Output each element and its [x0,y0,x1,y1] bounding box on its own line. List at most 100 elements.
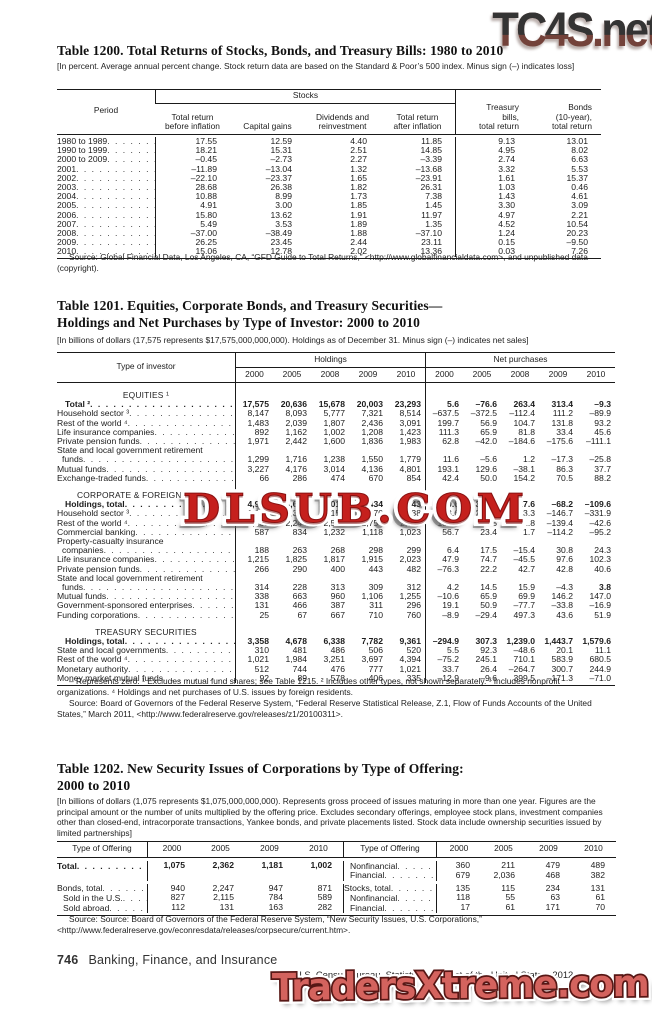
table-row: Money market mutual funds 92 89 578 406 335 –1… [57,673,615,684]
row-label: Nonfinancial [343,861,436,871]
table-row: Bonds, total 940 2,247 947 871 Stocks, total 1… [57,883,616,894]
row-label-text: Life insurance companies [57,427,155,437]
value-cell: –22.10 [155,173,230,184]
holdings-value-cell: 5,777 [323,409,345,419]
holdings-value-cell [235,573,273,584]
holdings-value-cell: 310 [235,646,273,656]
net-purchases-value-cell: –29.4 [475,610,497,620]
table-row: Rest of the world ⁴ 1,162 2,244 2,581 2,754 2… [57,518,615,528]
holdings-value-cell: 1,423 [399,427,421,437]
net-purchases-value-cell: 50.9 [480,601,497,611]
value-cell: 4.61 [571,192,588,202]
net-purchases-value-cell [425,483,463,501]
value-cell: 15.80 [155,210,230,220]
holdings-value-cell: 587 [235,527,273,538]
value-cell: 15.06 [155,247,230,257]
value-cell: –37.10 [415,229,442,239]
row-label: Sold in the U.S. [57,893,147,903]
net-purchases-value-cell: 583.9 [551,655,573,665]
column-header: Dividends and reinvestment [315,111,370,132]
holdings-value-cell: 3,697 [361,655,383,665]
column-header-year: 2010 [584,842,603,853]
holdings-value-cell: 20,003 [356,400,383,410]
value-cell: 1,075 [147,861,196,871]
row-label: Financial [343,870,436,881]
holdings-value-cell: 1,021 [235,655,273,665]
row-label-text: Financial [350,903,385,913]
dot-leader [397,862,436,871]
holdings-value-cell: 2,436 [361,418,383,428]
net-purchases-value-cell: –8.9 [425,610,463,620]
holdings-value-cell: 17,575 [235,400,273,410]
row-label-text: 2008 [57,229,77,239]
net-purchases-value-cell: 74.7 [480,555,497,565]
holdings-value-cell: 960 [330,592,345,602]
row-label: 2003 [57,183,155,192]
value-cell: 8.02 [571,146,588,156]
net-purchases-value-cell: 6.4 [425,546,463,556]
net-purchases-value-cell: –77.7 [513,601,535,611]
holdings-value-cell [387,574,425,583]
row-label: Life insurance companies [57,428,235,437]
holdings-value-cell [235,483,273,501]
row-label-text: Sold in the U.S. [63,893,123,903]
row-label-text: Government-sponsored enterprises [57,601,193,611]
column-header-year: 2009 [260,842,279,853]
holdings-value-cell [273,446,311,455]
value-cell: 17 [436,903,481,913]
net-purchases-value-cell: 5.5 [425,646,463,656]
value-cell: 827 [147,893,196,904]
row-label: 2008 [57,229,155,238]
row-label: Household sector ³ [57,509,235,518]
holdings-value-cell: 268 [330,546,345,556]
table-row: 2007 5.49 3.53 1.89 1.35 4.52 10.54 [57,219,601,230]
dot-leader [107,137,155,146]
value-cell: 5.49 [155,219,230,230]
net-purchases-value-cell: 4.2 [425,583,463,593]
table-row: Monetary authority 512 744 476 777 1,021 33.7 2… [57,664,615,674]
value-cell: 234 [545,883,560,893]
value-cell: 1.45 [425,201,442,211]
table-row: 2008 –37.00 –38.49 1.88 –37.10 1.24 20.23 [57,229,601,239]
row-label: State and local governments [57,646,235,655]
holdings-value-cell [387,620,425,637]
holdings-value-cell: 66 [235,473,273,484]
column-header-year: 2009 [539,842,558,853]
table-row: Property-casualty insurance [57,537,615,547]
value-cell: 1.24 [455,229,528,239]
net-purchases-value-cell: 3.8 [599,583,611,593]
holdings-value-cell: 4,136 [361,464,383,474]
holdings-value-cell: 710 [368,610,383,620]
holdings-value-cell: 7,782 [361,637,383,647]
row-label-text: Nonfinancial [350,861,398,871]
holdings-value-cell [311,574,349,583]
row-label: Total ² [57,400,235,409]
net-purchases-value-cell: –38.1 [513,464,535,474]
net-purchases-value-cell: 56.9 [480,418,497,428]
net-purchases-value-cell: 37.7 [594,464,611,474]
holdings-value-cell [387,383,425,400]
table-1202-body: Total 1,075 2,362 1,181 1,002 Nonfinancial 360… [57,858,616,915]
column-header-year: 2000 [147,842,196,857]
table-row: Mutual funds 338 663 960 1,106 1,255 –10.6 65.9… [57,592,615,602]
holdings-value-cell: 481 [292,646,307,656]
row-label-text: Private pension funds [57,437,140,447]
value-cell: 282 [317,903,332,913]
net-purchases-value-cell: –12.9 [425,673,463,684]
value-cell: 13.01 [566,137,588,146]
row-label: Money market mutual funds [57,674,235,683]
holdings-value-cell [349,620,387,637]
net-purchases-value-cell: –331.9 [584,509,611,519]
row-label: companies [57,546,235,555]
net-purchases-value-cell: 93.2 [594,418,611,428]
row-label: Mutual funds [57,592,235,601]
dot-leader [138,611,235,620]
net-purchases-value-cell [539,483,577,500]
table-1202: Type of Offering 2000 2005 2009 2010 Typ… [57,841,616,916]
net-purchases-value-cell: 40.6 [594,564,611,574]
net-purchases-value-cell: –114.2 [547,527,573,537]
holdings-value-cell: 3,014 [323,464,345,474]
value-cell: 10.88 [155,192,230,202]
holdings-value-cell [349,537,387,546]
column-header-year: 2010 [586,369,606,380]
